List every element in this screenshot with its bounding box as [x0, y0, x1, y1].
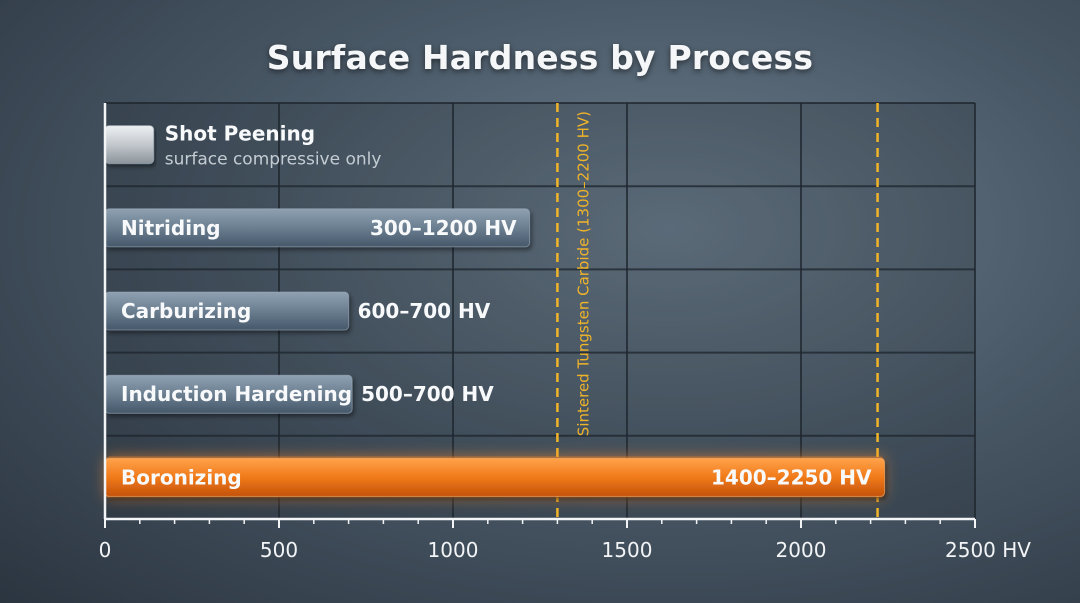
x-axis: 0 500 1000 1500 2000 2500 HV — [99, 103, 1031, 562]
bar-sublabel: surface compressive only — [165, 150, 382, 170]
bar-label: Boronizing — [121, 465, 242, 489]
tick-label: 2000 — [776, 538, 827, 562]
bar-group: Induction Hardening 500–700 HV — [104, 374, 494, 414]
tick-label: 500 — [260, 538, 298, 562]
reference-range: Sintered Tungsten Carbide (1300–2200 HV) — [556, 103, 879, 519]
tick-label: 0 — [99, 538, 112, 562]
bar-group: Shot Peening surface compressive only — [104, 122, 382, 170]
bar-label: Carburizing — [121, 299, 251, 323]
bar-group: Boronizing 1400–2250 HV — [104, 456, 886, 499]
bar-group: Nitriding 300–1200 HV — [104, 208, 531, 248]
tick-label: 1500 — [602, 538, 653, 562]
bar — [104, 125, 155, 165]
reference-label: Sintered Tungsten Carbide (1300–2200 HV) — [574, 111, 592, 436]
bar-label: Nitriding — [121, 216, 221, 240]
tick-label: 2500 HV — [945, 538, 1031, 562]
bar-range-label: 500–700 HV — [361, 382, 494, 406]
bar-label: Shot Peening — [165, 122, 315, 146]
bar-label: Induction Hardening — [121, 382, 352, 406]
bar-range-label: 1400–2250 HV — [711, 465, 872, 489]
bar-range-label: 300–1200 HV — [370, 216, 517, 240]
plot-area: Sintered Tungsten Carbide (1300–2200 HV)… — [99, 102, 1031, 562]
chart-title: Surface Hardness by Process — [266, 38, 814, 77]
bars: Shot Peening surface compressive only Nitr… — [104, 122, 886, 499]
bar-range-label: 600–700 HV — [358, 299, 491, 323]
tick-label: 1000 — [428, 538, 479, 562]
